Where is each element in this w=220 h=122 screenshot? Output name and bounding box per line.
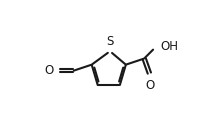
Text: OH: OH [160, 40, 178, 53]
Text: S: S [106, 35, 114, 48]
Text: O: O [45, 64, 54, 77]
Text: O: O [146, 79, 155, 92]
